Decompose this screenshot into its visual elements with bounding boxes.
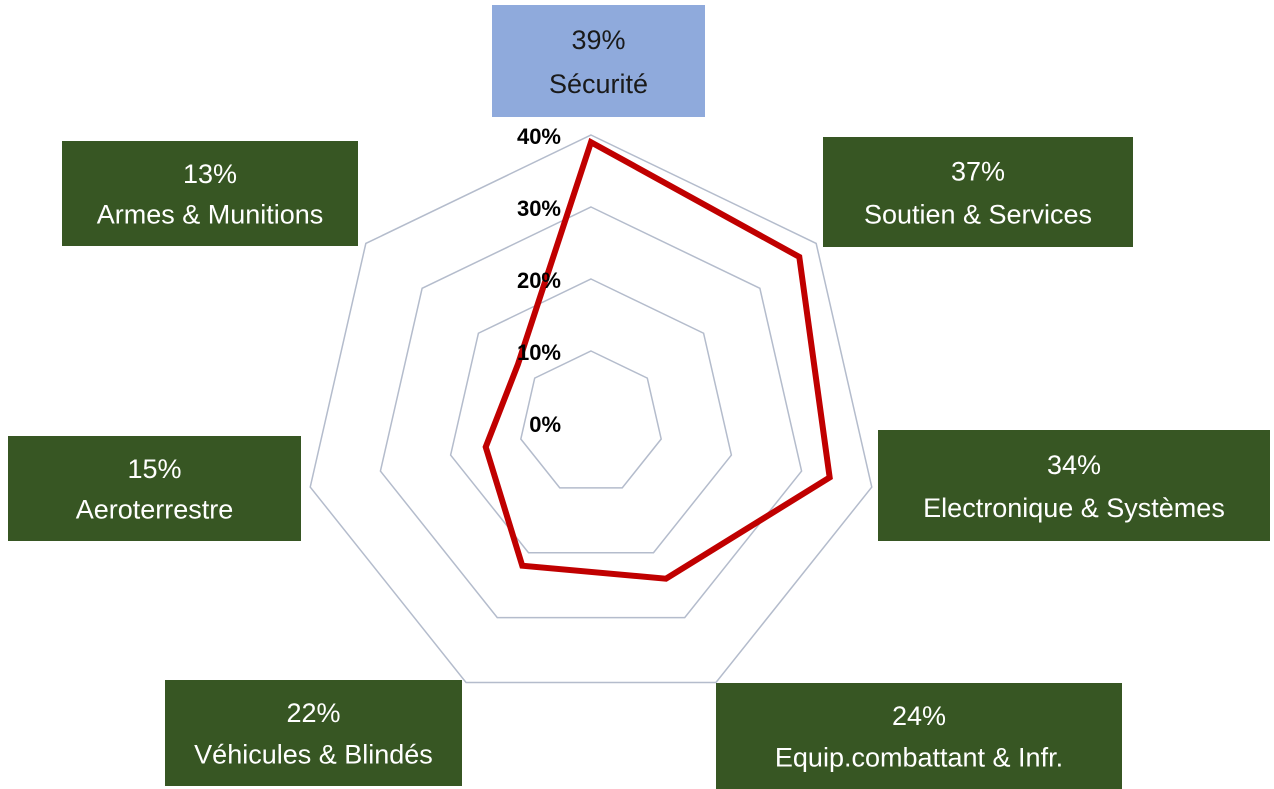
value-label: 34% <box>1047 450 1101 480</box>
value-label: 15% <box>127 454 181 484</box>
label-box <box>878 430 1270 541</box>
value-label: 24% <box>892 701 946 731</box>
label-box <box>492 5 705 117</box>
grid-ring <box>519 350 663 489</box>
y-tick-label: 30% <box>517 196 561 221</box>
category-label: Aeroterrestre <box>76 495 234 525</box>
y-tick-label: 0% <box>529 412 561 437</box>
radar-line <box>482 137 833 582</box>
y-tick-label: 10% <box>517 340 561 365</box>
category-label: Electronique & Systèmes <box>923 493 1225 523</box>
grid-ring <box>379 206 803 619</box>
grid-ring <box>449 278 733 554</box>
y-tick-label: 40% <box>517 124 561 149</box>
value-label: 39% <box>571 25 625 55</box>
value-label: 37% <box>951 156 1005 186</box>
label-box <box>823 137 1133 247</box>
label-box <box>8 436 301 541</box>
value-label: 13% <box>183 159 237 189</box>
y-tick-label: 20% <box>517 268 561 293</box>
value-label: 22% <box>286 698 340 728</box>
category-label: Véhicules & Blindés <box>194 739 433 769</box>
label-box <box>62 141 358 246</box>
label-box <box>716 683 1122 789</box>
grid-ring <box>309 134 873 684</box>
category-label: Armes & Munitions <box>97 200 324 230</box>
category-label: Soutien & Services <box>864 199 1092 229</box>
category-label: Equip.combattant & Infr. <box>775 742 1063 772</box>
label-box <box>165 680 462 786</box>
category-label: Sécurité <box>549 69 648 99</box>
